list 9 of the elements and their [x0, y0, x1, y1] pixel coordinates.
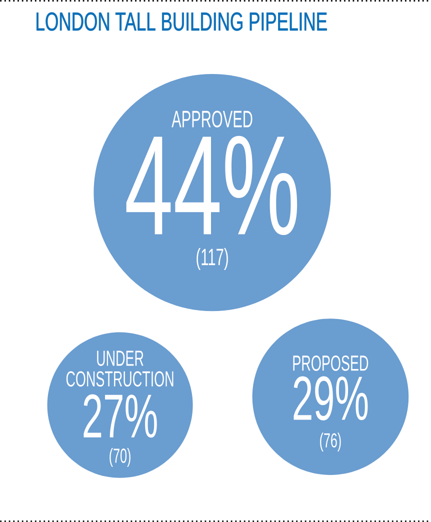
data-label: 29%	[294, 376, 368, 420]
category-label: UNDER CONSTRUCTION	[66, 350, 174, 387]
data-label: (76)	[320, 432, 341, 452]
data-label: (117)	[196, 248, 228, 270]
data-label: 44%	[126, 136, 298, 236]
category-label: PROPOSED	[293, 355, 368, 371]
data-label: (70)	[110, 448, 131, 467]
category-label: APPROVED	[172, 110, 252, 128]
data-label: 27%	[84, 394, 157, 438]
